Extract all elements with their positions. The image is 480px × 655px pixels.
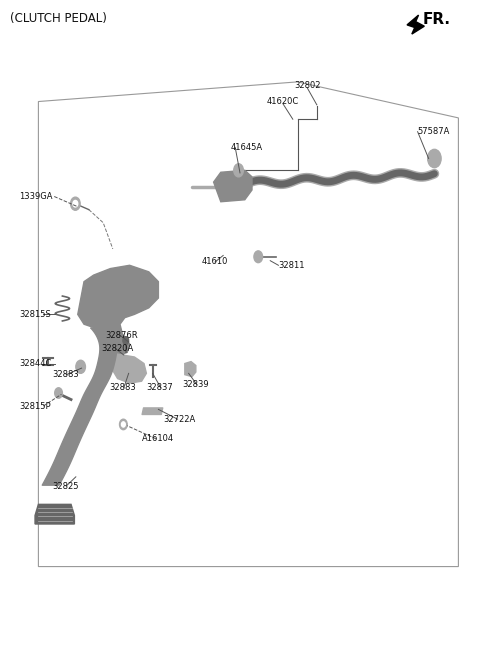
Polygon shape xyxy=(185,362,196,377)
Text: 32722A: 32722A xyxy=(163,415,195,424)
Text: 32844C: 32844C xyxy=(19,359,51,368)
Text: 32837: 32837 xyxy=(146,383,173,392)
Circle shape xyxy=(55,388,62,398)
Text: 32811: 32811 xyxy=(278,261,305,270)
Circle shape xyxy=(254,251,263,263)
Text: (CLUTCH PEDAL): (CLUTCH PEDAL) xyxy=(10,12,107,25)
Text: 32820A: 32820A xyxy=(101,344,133,353)
Circle shape xyxy=(234,164,243,177)
Circle shape xyxy=(120,419,127,430)
Circle shape xyxy=(71,197,80,210)
Text: 32883: 32883 xyxy=(52,370,79,379)
Text: 32883: 32883 xyxy=(109,383,136,392)
Text: 41620C: 41620C xyxy=(267,97,300,106)
Text: 32815S: 32815S xyxy=(19,310,51,319)
Text: 32839: 32839 xyxy=(182,380,209,389)
Text: 41610: 41610 xyxy=(202,257,228,267)
Text: 32876R: 32876R xyxy=(106,331,138,340)
Circle shape xyxy=(120,366,128,378)
Text: FR.: FR. xyxy=(422,12,450,27)
Text: 32825: 32825 xyxy=(52,481,78,491)
Circle shape xyxy=(121,422,125,427)
Circle shape xyxy=(123,337,129,345)
Polygon shape xyxy=(111,354,146,383)
Polygon shape xyxy=(38,82,458,567)
Circle shape xyxy=(73,200,78,207)
Text: 32815P: 32815P xyxy=(19,402,51,411)
Text: 32802: 32802 xyxy=(294,81,321,90)
Polygon shape xyxy=(78,265,158,355)
Text: 41645A: 41645A xyxy=(230,143,263,152)
Polygon shape xyxy=(214,170,252,202)
Circle shape xyxy=(428,149,441,168)
Polygon shape xyxy=(35,504,74,524)
Text: 1339GA: 1339GA xyxy=(19,192,53,201)
Text: A16104: A16104 xyxy=(142,434,174,443)
Text: 57587A: 57587A xyxy=(418,126,450,136)
Polygon shape xyxy=(407,15,424,34)
Circle shape xyxy=(76,360,85,373)
